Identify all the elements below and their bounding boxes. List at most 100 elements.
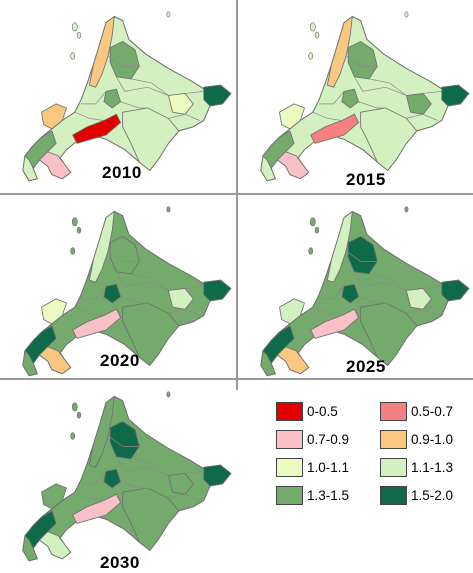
- island: [309, 22, 316, 32]
- legend-label: 0.5-0.7: [411, 404, 454, 419]
- subprefecture-border: [368, 78, 407, 96]
- region-south-tip: [276, 151, 310, 180]
- region-southwest-pen: [262, 325, 295, 365]
- region-northwest-strip: [88, 15, 115, 88]
- map-panel-2030: [0, 380, 236, 570]
- legend-item-0: 0-0.5: [276, 402, 338, 421]
- hokkaido-map-2020: [22, 206, 232, 377]
- subprefecture-border: [319, 286, 345, 300]
- region-north-center: [109, 40, 140, 80]
- subprefecture-border: [116, 76, 169, 96]
- vertical-divider: [236, 0, 238, 390]
- region-east-tip: [441, 279, 470, 302]
- region-east-mid: [167, 287, 194, 310]
- region-center-small: [341, 88, 360, 109]
- map-panel-2010: [0, 0, 236, 190]
- region-south-belt: [72, 493, 122, 524]
- year-label-2010: 2010: [102, 163, 142, 182]
- region-south-belt: [310, 113, 360, 144]
- legend-item-3: 0.9-1.0: [380, 430, 453, 449]
- region-southwest-pen: [262, 130, 295, 170]
- island: [71, 402, 78, 412]
- region-south-belt: [72, 308, 122, 339]
- subprefecture-border: [107, 435, 140, 447]
- legend-swatch: [380, 430, 407, 449]
- region-east-mid: [405, 92, 432, 115]
- hokkaido-map-2015: [260, 11, 470, 182]
- map-panel-2025: [238, 195, 473, 385]
- subprefecture-border: [130, 458, 169, 476]
- legend-label: 1.1-1.3: [411, 460, 454, 475]
- legend-swatch: [276, 458, 303, 477]
- subprefecture-border: [184, 470, 204, 474]
- legend-label: 1.0-1.1: [307, 460, 350, 475]
- legend-label: 1.5-2.0: [411, 488, 454, 503]
- region-west-coast: [41, 103, 67, 130]
- map-panel-2015: [238, 0, 473, 190]
- legend-item-5: 1.1-1.3: [380, 458, 453, 477]
- hokkaido-map-2010: [22, 11, 232, 182]
- region-southeast: [122, 487, 180, 551]
- island: [70, 432, 76, 440]
- island: [314, 226, 320, 234]
- region-southeast: [360, 302, 418, 366]
- region-southeast: [122, 107, 180, 171]
- island: [76, 31, 82, 39]
- subprefecture-border: [422, 285, 442, 289]
- map-panel-2020: [0, 195, 236, 385]
- island: [308, 247, 314, 255]
- subprefecture-border: [184, 90, 204, 94]
- island: [71, 22, 78, 32]
- subprefecture-border: [81, 286, 107, 300]
- island: [70, 52, 76, 60]
- region-northwest-strip: [326, 210, 353, 283]
- hokkaido-map-2025: [260, 206, 470, 377]
- region-east-tip: [203, 84, 232, 107]
- year-label-2025: 2025: [346, 357, 386, 376]
- subprefecture-border: [354, 76, 407, 96]
- subprefecture-border: [81, 471, 107, 485]
- legend-swatch: [380, 486, 407, 505]
- region-south-tip: [276, 346, 310, 375]
- subprefecture-border: [406, 308, 438, 316]
- island: [404, 11, 409, 18]
- subprefecture-border: [74, 306, 104, 316]
- subprefecture-border: [168, 493, 200, 501]
- year-label-2030: 2030: [100, 553, 140, 572]
- subprefecture-border: [184, 285, 204, 289]
- island: [166, 391, 171, 398]
- subprefecture-border: [130, 273, 169, 291]
- subprefecture-border: [406, 113, 438, 121]
- subprefecture-border: [345, 250, 378, 262]
- region-southeast: [360, 107, 418, 171]
- island: [70, 247, 76, 255]
- legend-swatch: [380, 402, 407, 421]
- region-north-center: [109, 235, 140, 275]
- legend-label: 1.3-1.5: [307, 488, 350, 503]
- horizontal-divider-1: [0, 193, 473, 195]
- legend-label: 0.9-1.0: [411, 432, 454, 447]
- region-south-belt: [310, 308, 360, 339]
- subprefecture-border: [422, 90, 442, 94]
- region-south-tip: [38, 531, 72, 560]
- legend-swatch: [276, 430, 303, 449]
- year-label-2020: 2020: [100, 351, 140, 370]
- subprefecture-border: [81, 91, 107, 105]
- region-center-small: [103, 468, 122, 489]
- island: [76, 226, 82, 234]
- subprefecture-border: [354, 271, 407, 291]
- island: [308, 52, 314, 60]
- region-east-mid: [167, 472, 194, 495]
- subprefecture-border: [168, 113, 200, 121]
- legend-swatch: [276, 486, 303, 505]
- region-southwest-pen: [24, 130, 57, 170]
- region-east-tip: [203, 279, 232, 302]
- region-west-coast: [41, 483, 67, 510]
- legend-swatch: [380, 458, 407, 477]
- subprefecture-border: [312, 111, 342, 121]
- region-east-tip: [441, 84, 470, 107]
- island: [76, 411, 82, 419]
- region-north-center: [347, 235, 378, 275]
- subprefecture-border: [358, 296, 386, 304]
